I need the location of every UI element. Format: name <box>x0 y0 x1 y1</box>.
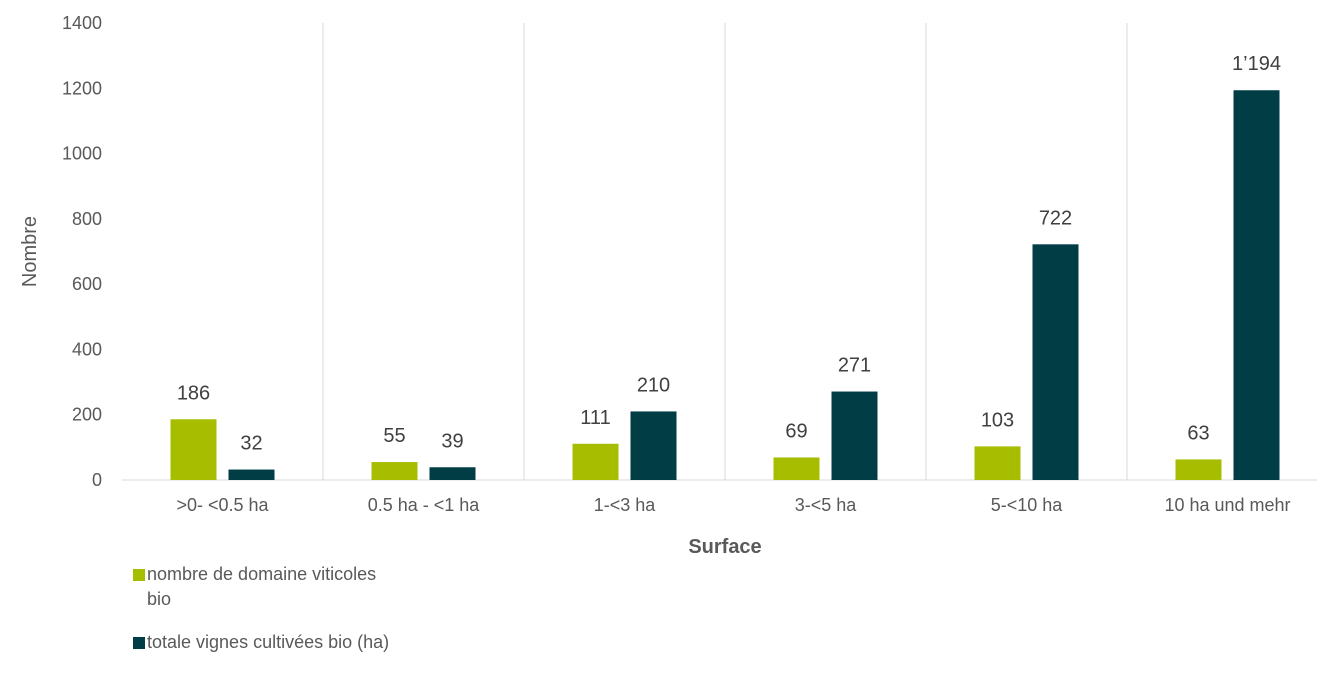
x-tick-label: 3-<5 ha <box>795 495 858 515</box>
x-tick-label: >0- <0.5 ha <box>176 495 269 515</box>
data-label: 111 <box>580 407 610 429</box>
y-tick-label: 1400 <box>62 13 102 33</box>
bar-series-2 <box>228 469 275 480</box>
data-label: 39 <box>441 430 463 452</box>
data-label: 69 <box>785 420 807 442</box>
y-tick-label: 1200 <box>62 78 102 98</box>
legend-item-series-2: totale vignes cultivées bio (ha) <box>133 630 397 655</box>
bar-series-2 <box>831 391 878 480</box>
bar-series-1 <box>170 419 217 480</box>
y-axis-ticks: 0 200 400 600 800 1000 1200 1400 <box>62 13 102 490</box>
bar-series-2 <box>630 411 677 480</box>
y-tick-label: 800 <box>72 209 102 229</box>
data-label: 186 <box>177 382 210 404</box>
legend-label-series-2: totale vignes cultivées bio (ha) <box>147 632 390 652</box>
legend-swatch-series-1 <box>133 569 145 581</box>
bar-series-1 <box>1175 459 1222 480</box>
bar-series-1 <box>371 462 418 480</box>
bar-series-1 <box>974 446 1021 480</box>
bar-series-1 <box>572 443 619 480</box>
y-tick-label: 0 <box>92 470 102 490</box>
data-label: 103 <box>981 409 1014 431</box>
x-tick-label: 0.5 ha - <1 ha <box>368 495 481 515</box>
data-label: 271 <box>838 355 871 377</box>
data-label: 210 <box>637 374 670 396</box>
y-tick-label: 400 <box>72 339 102 359</box>
data-label: 1’194 <box>1232 53 1281 75</box>
chart-bars <box>170 90 1280 480</box>
chart-grid <box>122 23 1317 481</box>
y-axis-title: Nombre <box>19 216 41 287</box>
x-axis-ticks: >0- <0.5 ha 0.5 ha - <1 ha 1-<3 ha 3-<5 ha 5… <box>176 495 1290 515</box>
bar-series-1 <box>773 457 820 480</box>
x-tick-label: 10 ha und mehr <box>1164 495 1290 515</box>
bar-series-2 <box>1032 244 1079 480</box>
data-label: 55 <box>383 425 405 447</box>
y-tick-label: 200 <box>72 405 102 425</box>
x-axis-title: Surface <box>688 536 761 558</box>
data-label: 722 <box>1039 207 1072 229</box>
bar-series-2 <box>1233 90 1280 480</box>
y-tick-label: 1000 <box>62 144 102 164</box>
bar-series-2 <box>429 467 476 480</box>
x-tick-label: 5-<10 ha <box>991 495 1064 515</box>
legend-swatch-series-2 <box>133 637 145 649</box>
data-label: 32 <box>240 433 262 455</box>
data-label: 63 <box>1187 422 1209 444</box>
data-labels: 186 55 111 69 103 63 32 39 210 271 722 1’194 <box>177 53 1281 454</box>
x-tick-label: 1-<3 ha <box>594 495 657 515</box>
bar-chart: 0 200 400 600 800 1000 1200 1400 186 55 111 69 103 6… <box>19 13 1317 558</box>
legend-label-series-1: nombre de domaine viticoles bio <box>147 564 377 609</box>
y-tick-label: 600 <box>72 274 102 294</box>
legend-item-series-1: nombre de domaine viticoles bio <box>133 562 397 612</box>
